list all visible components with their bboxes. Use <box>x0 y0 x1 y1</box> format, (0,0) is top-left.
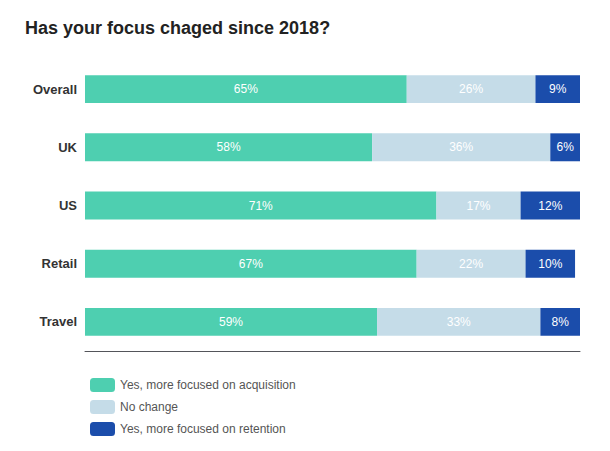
svg-text:67%: 67% <box>239 257 263 271</box>
svg-text:65%: 65% <box>234 82 258 96</box>
svg-text:Yes, more focused on retention: Yes, more focused on retention <box>120 422 286 436</box>
svg-text:36%: 36% <box>449 140 473 154</box>
svg-text:59%: 59% <box>219 315 243 329</box>
svg-text:12%: 12% <box>538 199 562 213</box>
svg-text:Yes, more focused on acquisiti: Yes, more focused on acquisition <box>120 378 296 392</box>
svg-text:Travel: Travel <box>39 314 77 329</box>
svg-text:6%: 6% <box>556 140 574 154</box>
svg-text:22%: 22% <box>459 257 483 271</box>
svg-text:9%: 9% <box>549 82 567 96</box>
svg-text:17%: 17% <box>467 199 491 213</box>
svg-text:UK: UK <box>58 140 77 155</box>
svg-text:71%: 71% <box>249 199 273 213</box>
svg-text:US: US <box>59 198 77 213</box>
svg-text:58%: 58% <box>217 140 241 154</box>
svg-text:33%: 33% <box>447 315 471 329</box>
svg-text:10%: 10% <box>538 257 562 271</box>
svg-text:Retail: Retail <box>42 256 77 271</box>
svg-text:Has your focus chaged since 20: Has your focus chaged since 2018? <box>25 18 330 38</box>
svg-text:No change: No change <box>120 400 178 414</box>
svg-text:26%: 26% <box>459 82 483 96</box>
svg-text:Overall: Overall <box>33 82 77 97</box>
svg-text:8%: 8% <box>552 315 570 329</box>
